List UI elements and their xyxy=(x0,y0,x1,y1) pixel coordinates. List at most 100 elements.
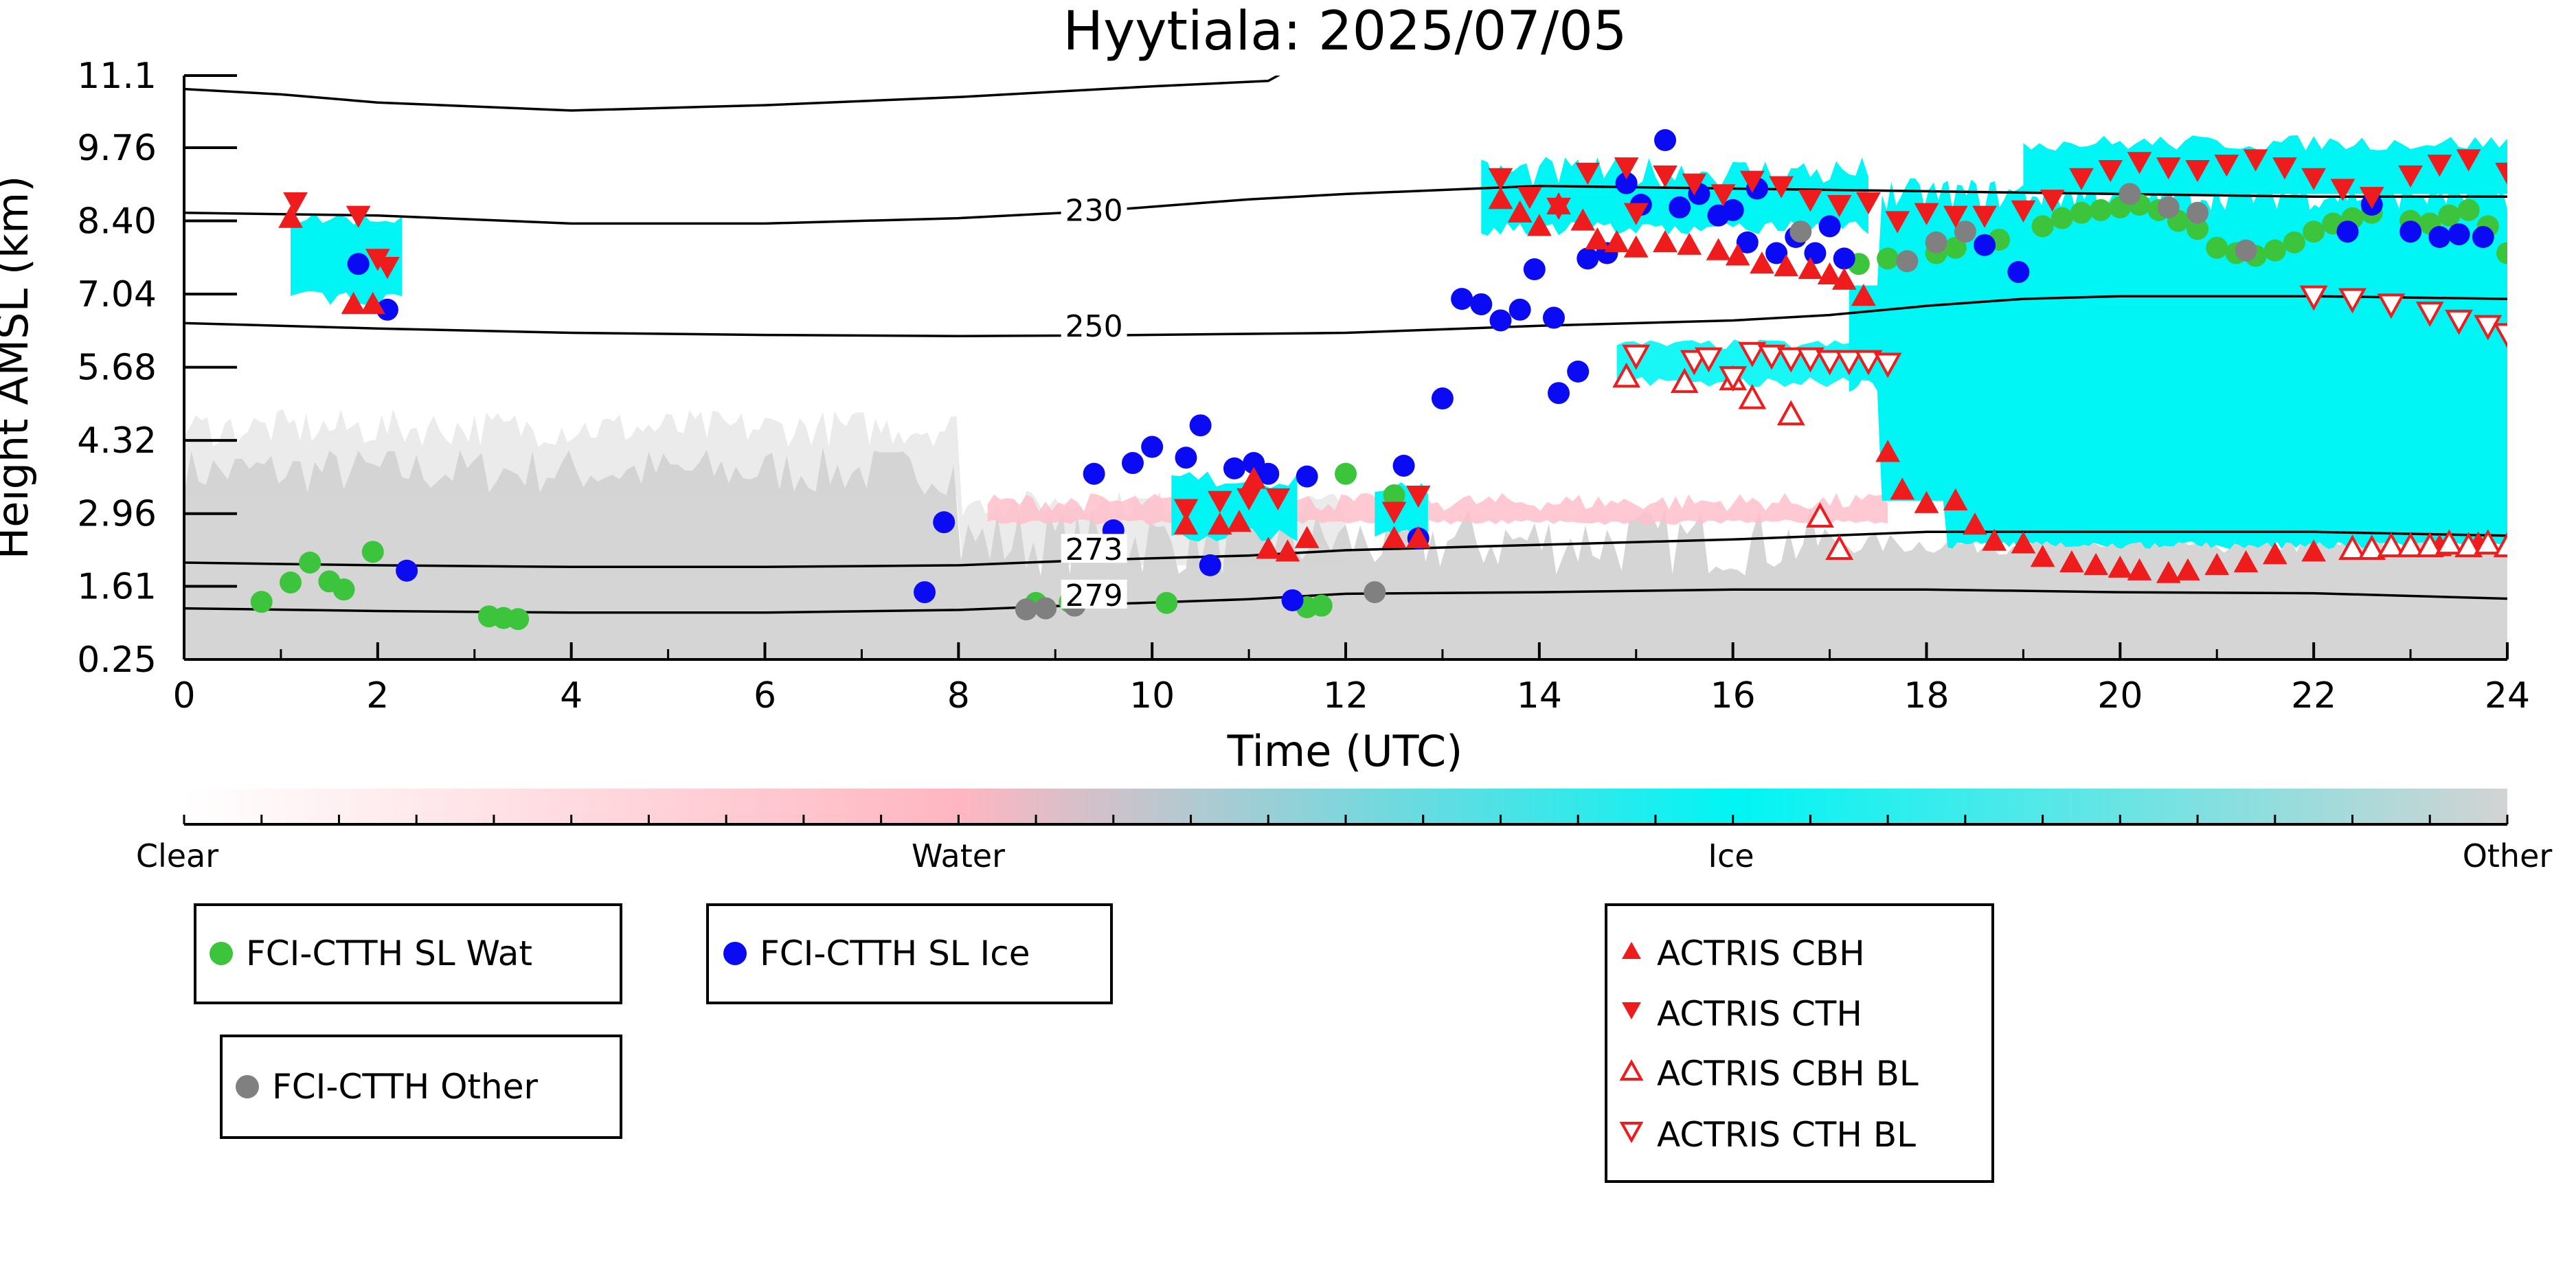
ice-cloud-mid xyxy=(1171,471,1298,542)
marker-actris-cbh xyxy=(1817,262,1842,284)
marker-fci-ctth-other xyxy=(2235,239,2257,262)
marker-actris-cbh-bl xyxy=(2415,532,2444,558)
marker-actris-cbh xyxy=(1851,284,1876,306)
marker-fci-ctth-sl-ice xyxy=(1509,298,1531,321)
contour-label: 230 xyxy=(1065,194,1123,229)
marker-actris-cth xyxy=(1769,176,1794,199)
contour-label: 250 xyxy=(1065,309,1123,344)
marker-actris-cbh xyxy=(2262,542,2287,565)
marker-fci-ctth-sl-wat xyxy=(1310,594,1333,617)
marker-fci-ctth-sl-ice xyxy=(1567,360,1590,383)
marker-actris-cth xyxy=(1405,485,1431,508)
marker-actris-cth-bl xyxy=(1873,352,1902,379)
marker-actris-cbh xyxy=(360,291,385,315)
marker-actris-cbh xyxy=(1914,490,1939,513)
marker-actris-cbh xyxy=(1294,526,1320,548)
legend-fci-ice: FCI-CTTH SL Ice xyxy=(706,903,1113,1004)
marker-fci-ctth-sl-wat xyxy=(280,571,302,594)
marker-actris-cth xyxy=(1972,205,1997,228)
marker-fci-ctth-sl-wat xyxy=(1944,236,1967,259)
marker-fci-ctth-sl-ice xyxy=(1083,462,1105,485)
marker-actris-cth xyxy=(1236,488,1261,511)
legend-marker-triangle-down xyxy=(1622,1002,1641,1019)
marker-actris-cbh xyxy=(1653,229,1677,252)
marker-actris-cth xyxy=(1265,488,1291,511)
colorbar-label-other: Other xyxy=(2463,837,2553,874)
marker-fci-ctth-sl-ice xyxy=(1431,387,1454,410)
marker-actris-cth-bl xyxy=(1854,350,1883,376)
marker-fci-ctth-sl-ice xyxy=(1721,199,1744,221)
colorbar-label-clear: Clear xyxy=(136,837,218,874)
marker-fci-ctth-sl-ice xyxy=(376,298,398,321)
marker-actris-cth xyxy=(2301,168,2327,190)
marker-actris-cbh xyxy=(2176,558,2200,580)
marker-actris-cth-bl xyxy=(1816,350,1844,376)
marker-actris-cth xyxy=(1856,192,1881,215)
marker-fci-ctth-other xyxy=(1364,581,1386,604)
marker-fci-ctth-sl-wat xyxy=(2050,207,2073,229)
y-axis-ticks: 0.25 1.61 2.96 4.32 5.68 7.04 8.40 9.76 11.1 xyxy=(77,56,237,681)
other-field xyxy=(184,447,2507,659)
y-tick-label: 7.04 xyxy=(77,274,157,315)
marker-fci-ctth-sl-ice xyxy=(1615,172,1638,194)
marker-fci-ctth-sl-wat xyxy=(1155,591,1178,614)
marker-actris-cth-bl xyxy=(2338,288,2366,314)
legend-marker-circle xyxy=(236,1075,259,1098)
contour-label: 273 xyxy=(1065,532,1123,567)
marker-fci-ctth-sl-ice xyxy=(1121,452,1144,475)
marker-fci-ctth-sl-ice xyxy=(1451,288,1473,310)
marker-actris-cth xyxy=(1885,211,1910,234)
marker-actris-cbh xyxy=(2083,552,2108,576)
legend-label: ACTRIS CTH xyxy=(1657,994,1862,1034)
axes: 0 2 4 6 8 10 12 14 16 18 20 22 24 0.251.612.964.325.… xyxy=(77,56,2530,716)
contour-line-230 xyxy=(184,184,2507,225)
marker-fci-ctth-sl-ice xyxy=(2448,223,2470,246)
marker-actris-cbh-bl xyxy=(2435,529,2463,555)
marker-actris-cth xyxy=(2359,187,2384,210)
marker-actris-cbh xyxy=(2156,561,2181,583)
marker-actris-cbh xyxy=(1381,526,1407,548)
marker-actris-cth xyxy=(2156,157,2181,180)
contour-label: 279 xyxy=(1065,578,1123,613)
marker-actris-cbh-bl xyxy=(2377,532,2406,558)
marker-fci-ctth-sl-ice xyxy=(1833,247,1855,270)
marker-fci-ctth-sl-ice xyxy=(1818,215,1841,238)
marker-fci-ctth-sl-ice xyxy=(933,511,956,534)
chart-title: Hyytiala: 2025/07/05 xyxy=(1063,1,1627,63)
marker-fci-ctth-sl-wat xyxy=(507,608,530,631)
contour-line-273 xyxy=(184,530,2507,569)
marker-actris-cbh xyxy=(2127,558,2152,580)
marker-actris-cbh xyxy=(1943,488,1968,510)
x-tick-label: 12 xyxy=(1323,675,1368,716)
marker-fci-ctth-sl-ice xyxy=(1542,306,1565,329)
marker-actris-cth xyxy=(1614,157,1639,180)
marker-actris-cth xyxy=(2185,159,2210,183)
marker-actris-cbh-bl xyxy=(1825,534,1854,561)
marker-actris-cbh xyxy=(278,205,303,228)
marker-fci-ctth-sl-ice xyxy=(1141,436,1164,458)
marker-actris-cbh xyxy=(2108,555,2133,578)
marker-actris-cbh xyxy=(1982,528,2007,551)
marker-fci-ctth-sl-ice xyxy=(1736,231,1759,253)
x-tick-label: 22 xyxy=(2291,675,2336,716)
marker-fci-ctth-sl-ice xyxy=(1296,465,1318,488)
marker-actris-cth xyxy=(2069,168,2094,190)
marker-actris-cbh xyxy=(1706,238,1731,260)
marker-actris-cth-bl xyxy=(1757,344,1786,370)
legend-fci-wat: FCI-CTTH SL Wat xyxy=(194,903,622,1004)
x-tick-label: 16 xyxy=(1710,675,1756,716)
marker-fci-ctth-sl-wat xyxy=(1383,484,1405,507)
marker-actris-cbh-bl xyxy=(1670,368,1699,394)
marker-actris-cbh xyxy=(2233,550,2259,573)
marker-fci-ctth-sl-ice xyxy=(2336,221,2359,243)
marker-actris-cth xyxy=(1381,501,1407,524)
marker-actris-cbh-bl xyxy=(2338,534,2366,561)
y-tick-label: 8.40 xyxy=(77,201,157,242)
marker-fci-ctth-sl-ice xyxy=(1765,242,1788,264)
y-tick-label: 2.96 xyxy=(77,494,157,535)
legend-label: ACTRIS CBH BL xyxy=(1657,1054,1919,1094)
marker-actris-cbh xyxy=(1798,256,1823,280)
x-tick-label: 0 xyxy=(172,675,195,716)
marker-actris-cth xyxy=(2427,155,2452,177)
